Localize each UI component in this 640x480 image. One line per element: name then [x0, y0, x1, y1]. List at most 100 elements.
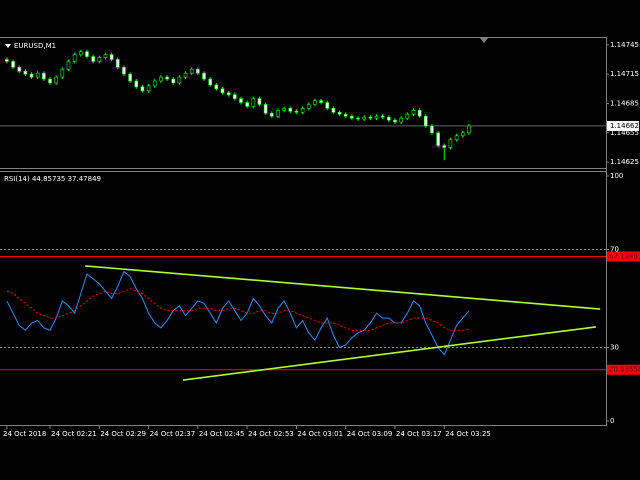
candle-body [269, 112, 274, 117]
current-price-label: 1.14662 [610, 122, 639, 130]
candle-body [165, 76, 169, 80]
candle-body [423, 115, 428, 127]
y-tick-label: 30 [610, 344, 619, 352]
candle-body [368, 116, 373, 119]
candle-body [146, 85, 151, 92]
x-tick-label: 24 Oct 02:29 [100, 430, 146, 438]
candle-body [152, 80, 157, 87]
candle-body [226, 92, 231, 95]
candle-body [294, 110, 299, 113]
y-tick-label: 1.14625 [610, 158, 639, 166]
candle-body [35, 72, 40, 78]
shift-marker [480, 38, 488, 43]
candle-body [42, 72, 46, 80]
candle-body [11, 61, 15, 68]
candle-body [103, 54, 108, 58]
x-tick-label: 24 Oct 2018 [3, 430, 46, 438]
indicator-line [6, 270, 470, 356]
candle-body [337, 111, 342, 115]
x-tick-label: 24 Oct 03:25 [445, 430, 491, 438]
candle-body [362, 116, 366, 120]
candle-body [85, 51, 89, 57]
candle-body [436, 132, 440, 146]
candle-body [276, 110, 280, 117]
x-tick-label: 24 Oct 02:45 [199, 430, 245, 438]
symbol-menu-arrow[interactable] [5, 44, 11, 48]
candle-body [343, 113, 348, 117]
candle-body [220, 88, 225, 94]
y-tick-label: 100 [610, 172, 623, 180]
horizontal-line-label: 67.12483 [609, 253, 640, 261]
candle-body [5, 59, 9, 62]
candle-body [325, 102, 330, 109]
y-tick-label: 1.14655 [610, 129, 639, 137]
candle-body [128, 73, 132, 82]
candle-body [17, 67, 22, 72]
symbol-title: EURUSD,M1 [14, 42, 56, 50]
candle-body [72, 54, 77, 62]
candle-body [282, 108, 286, 111]
candle-body [374, 115, 379, 119]
candle-body [251, 98, 256, 107]
candle-body [442, 145, 447, 148]
candle-body [393, 119, 397, 123]
candle-body [66, 61, 71, 70]
indicator-line [6, 288, 469, 331]
candle-body [288, 108, 293, 112]
candle-body [122, 67, 126, 75]
candle-body [214, 84, 219, 90]
x-tick-label: 24 Oct 02:21 [51, 430, 97, 438]
candle-body [300, 108, 305, 113]
x-tick-label: 24 Oct 03:01 [297, 430, 343, 438]
candle-body [233, 94, 237, 99]
candle-body [411, 110, 416, 115]
candle-body [109, 54, 114, 60]
candle-body [399, 117, 403, 123]
candle-body [430, 125, 434, 134]
horizontal-line-box [607, 251, 640, 262]
candle-body [417, 110, 422, 117]
indicator-title: RSI(14) 44.85735 37.47849 [4, 175, 101, 183]
candle-body [171, 78, 176, 84]
trendline [85, 265, 601, 310]
candle-body [140, 86, 145, 92]
candle-body [319, 100, 323, 103]
x-tick-label: 24 Oct 02:37 [150, 430, 196, 438]
candle-body [263, 104, 268, 114]
x-tick-label: 24 Oct 03:17 [396, 430, 442, 438]
candle-body [245, 102, 249, 107]
x-tick-label: 24 Oct 03:09 [347, 430, 393, 438]
candle-body [460, 132, 465, 137]
candle-body [208, 78, 212, 86]
candle-body [97, 57, 102, 62]
candle-body [91, 56, 95, 62]
candle-body [331, 108, 336, 113]
candle-body [23, 70, 28, 75]
candle-body [183, 72, 188, 78]
trendline [182, 326, 596, 381]
candle-body [454, 135, 459, 140]
candle-body [356, 117, 360, 120]
y-tick-label: 0 [610, 417, 614, 425]
candle-body [60, 68, 65, 78]
candle-body [350, 115, 354, 119]
candle-body [48, 78, 52, 84]
candle-body [387, 116, 391, 121]
candle-body [467, 125, 471, 134]
candle-body [257, 98, 262, 105]
candle-body [306, 104, 311, 109]
candle-body [54, 76, 58, 84]
current-price-box [607, 120, 639, 131]
candle-body [239, 98, 243, 103]
candle-body [115, 59, 120, 68]
horizontal-line-box [607, 364, 640, 375]
y-tick-label: 1.14715 [610, 70, 639, 78]
candle-body [313, 100, 317, 105]
candle-body [202, 72, 206, 80]
candle-body [29, 73, 34, 78]
candle-body [405, 113, 410, 119]
y-tick-label: 1.14745 [610, 41, 639, 49]
candle-body [134, 80, 139, 88]
